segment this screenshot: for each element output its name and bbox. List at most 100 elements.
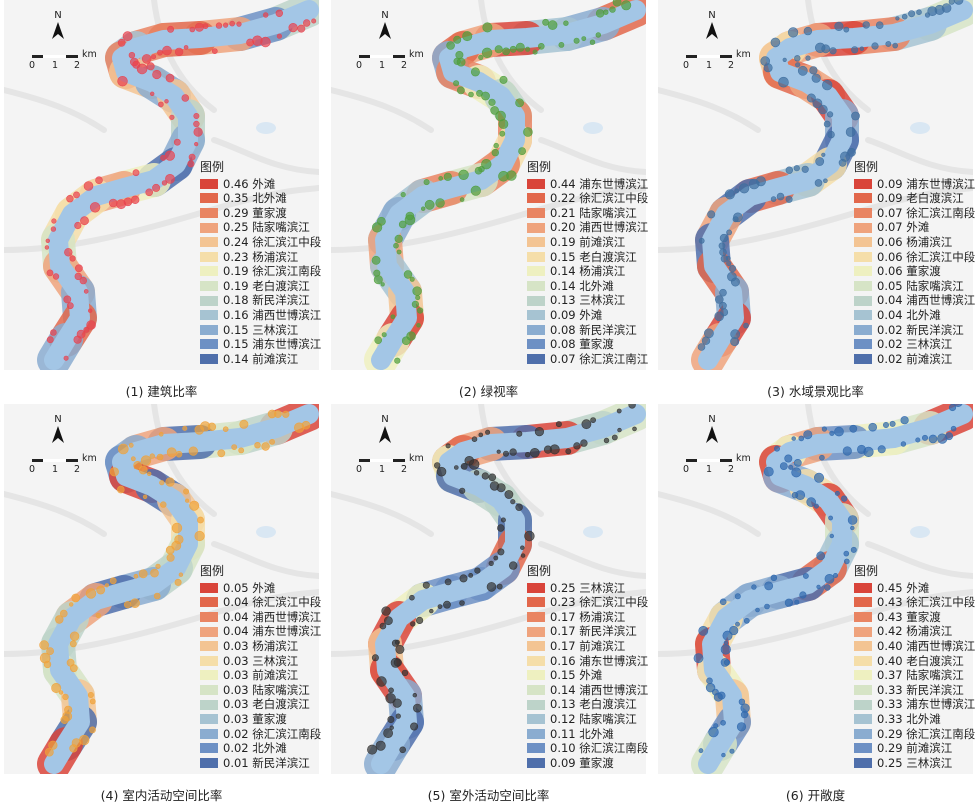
scale-unit: km xyxy=(82,453,97,464)
legend-site-name: 新民洋滨江 xyxy=(252,755,310,770)
legend-value: 0.25 xyxy=(550,580,576,595)
sample-point xyxy=(875,21,884,30)
scale-tick-2: 2 xyxy=(728,464,735,475)
legend-swatch xyxy=(200,324,218,335)
scale-tick-2: 2 xyxy=(74,464,81,475)
sample-point xyxy=(698,625,709,636)
sample-point xyxy=(185,498,190,503)
sample-point xyxy=(555,421,562,428)
huangpu-river xyxy=(698,404,973,774)
sample-point xyxy=(236,21,242,27)
sample-point xyxy=(140,455,152,466)
sample-point xyxy=(499,130,506,137)
sample-point xyxy=(847,515,858,525)
panel-caption: (1) 建筑比率 xyxy=(125,384,198,399)
sample-point xyxy=(481,472,489,480)
sample-point xyxy=(445,443,451,449)
legend-swatch xyxy=(854,626,872,637)
sample-point xyxy=(720,644,731,655)
legend-site-name: 陆家嘴滨江 xyxy=(252,682,310,697)
sample-point xyxy=(145,188,153,197)
sample-point xyxy=(496,483,506,493)
legend-item: 0.18 新民洋滨江 xyxy=(200,293,330,308)
sample-point xyxy=(778,76,789,88)
sample-point xyxy=(194,22,204,32)
sample-point xyxy=(389,725,394,730)
legend-item: 0.06 徐汇滨江中段 xyxy=(854,250,977,265)
sample-point xyxy=(388,687,394,694)
sample-point xyxy=(612,0,622,7)
sample-point xyxy=(814,472,825,483)
legend-item: 0.17 前滩滨江 xyxy=(527,639,657,654)
sample-point xyxy=(46,336,54,344)
legend-site-name: 杨浦滨江 xyxy=(579,264,626,279)
sample-point xyxy=(174,578,182,586)
sample-point xyxy=(44,245,50,250)
legend-swatch xyxy=(854,324,872,335)
sample-point xyxy=(62,693,69,701)
sample-point xyxy=(171,540,182,551)
legend-swatch xyxy=(527,655,545,666)
sample-point xyxy=(515,42,525,52)
sample-point xyxy=(770,196,777,202)
sample-point xyxy=(117,485,125,494)
sample-point xyxy=(782,57,787,63)
sample-point xyxy=(525,451,531,458)
sample-point xyxy=(155,563,161,569)
sample-point xyxy=(151,54,157,60)
sample-point xyxy=(436,466,447,477)
legend-swatch xyxy=(200,178,218,189)
sample-point xyxy=(189,500,200,511)
legend-value: 0.09 xyxy=(550,307,576,322)
sample-point xyxy=(395,644,405,654)
legend-item: 0.04 浦东世博滨江 xyxy=(200,624,330,639)
sample-point xyxy=(150,568,159,578)
sample-point xyxy=(474,166,483,175)
legend-item: 0.07 徐汇滨江南江 xyxy=(527,352,657,367)
road-4 xyxy=(4,491,107,537)
sample-point xyxy=(261,442,270,451)
legend-value: 0.45 xyxy=(877,580,903,595)
legend-item: 0.07 外滩 xyxy=(854,220,977,235)
sample-point xyxy=(89,698,96,705)
sample-point xyxy=(534,426,544,437)
legend-item: 0.11 北外滩 xyxy=(527,727,657,742)
sample-point xyxy=(509,448,517,456)
legend-site-name: 徐汇滨江南段 xyxy=(252,264,322,279)
sample-point xyxy=(409,594,415,601)
sample-point xyxy=(722,630,733,641)
legend-item: 0.43 徐汇滨江中段 xyxy=(854,595,977,610)
legend-swatch xyxy=(200,597,218,608)
legend-site-name: 浦西世博滨江 xyxy=(252,609,322,624)
legend-site-name: 浦东世博滨江 xyxy=(252,624,322,639)
panel-caption: (2) 绿视率 xyxy=(458,384,519,399)
sample-point xyxy=(161,180,168,186)
sample-point xyxy=(181,94,190,102)
legend-item: 0.02 徐汇滨江南段 xyxy=(200,727,330,742)
legend-value: 0.14 xyxy=(550,682,576,697)
sample-point xyxy=(729,748,735,754)
sample-point xyxy=(169,114,175,120)
sample-point xyxy=(721,752,726,758)
legend-value: 0.15 xyxy=(550,249,576,264)
legend-value: 0.20 xyxy=(550,220,576,235)
legend-value: 0.06 xyxy=(877,249,903,264)
sample-point xyxy=(433,462,441,469)
legend-item: 0.13 三林滨江 xyxy=(527,293,657,308)
legend-site-name: 陆家嘴滨江 xyxy=(579,711,637,726)
legend-value: 0.04 xyxy=(877,307,903,322)
legend-item: 0.15 外滩 xyxy=(527,668,657,683)
legend-site-name: 浦东世博滨江 xyxy=(906,697,976,712)
sample-point xyxy=(563,20,569,26)
sample-point xyxy=(755,607,760,613)
legend-value: 0.25 xyxy=(223,220,249,235)
sample-point xyxy=(87,308,93,313)
sample-point xyxy=(822,79,833,91)
legend-value: 0.40 xyxy=(877,653,903,668)
legend-item: 0.06 董家渡 xyxy=(854,264,977,279)
legend-item: 0.40 老白渡滨江 xyxy=(854,654,977,669)
sample-point xyxy=(380,282,385,287)
